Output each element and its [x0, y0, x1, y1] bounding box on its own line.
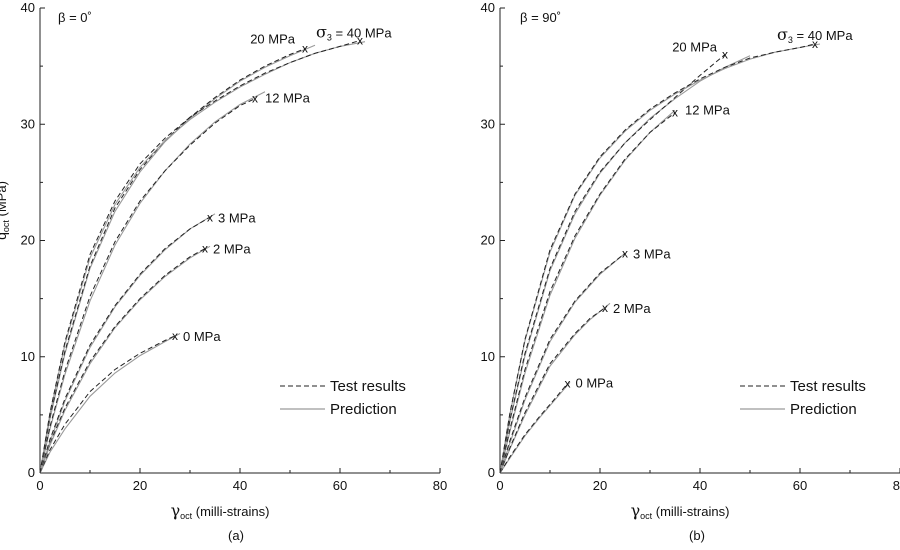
y-axis-label: qoct (MPa): [0, 181, 11, 240]
y-tick-label: 20: [481, 233, 495, 248]
series-label: 12 MPa: [265, 91, 311, 106]
series-label: σ3 = 40 MPa: [316, 23, 392, 43]
series-group: x 3 MPa: [39, 210, 256, 474]
y-tick-label: 0: [28, 465, 35, 480]
x-tick-label: 40: [233, 478, 247, 493]
series-group: x 12 MPa: [499, 103, 731, 474]
prediction-line: [499, 55, 751, 474]
legend-pred-label: Prediction: [330, 401, 397, 418]
test-results-line: [39, 335, 176, 474]
test-results-line: [499, 383, 568, 474]
test-results-line: [499, 112, 676, 474]
series-group: x 12 MPa: [39, 91, 311, 474]
prediction-line: [39, 91, 266, 474]
test-results-line: [499, 307, 606, 474]
failure-marker: x: [252, 92, 258, 106]
series-label: 20 MPa: [250, 32, 296, 47]
prediction-line: [39, 245, 211, 474]
series-label: 2 MPa: [613, 301, 651, 316]
prediction-line: [499, 252, 626, 474]
panel-title: β = 90˚: [520, 10, 561, 25]
series-group: x 20 MPa: [499, 40, 751, 474]
y-tick-label: 30: [21, 116, 35, 131]
x-tick-label: 20: [593, 478, 607, 493]
series-label: 0 MPa: [576, 375, 614, 390]
x-tick-label: 80: [433, 478, 447, 493]
legend-test-label: Test results: [330, 378, 406, 395]
x-tick-label: 80: [893, 478, 900, 493]
x-tick-label: 60: [793, 478, 807, 493]
series-label: 20 MPa: [672, 40, 718, 55]
test-results-line: [499, 252, 626, 474]
failure-marker: x: [357, 34, 363, 48]
test-results-line: [39, 98, 256, 474]
prediction-line: [39, 41, 366, 474]
series-label: 12 MPa: [685, 103, 731, 118]
y-tick-label: 40: [481, 0, 495, 15]
y-tick-label: 0: [488, 465, 495, 480]
failure-marker: x: [172, 329, 178, 343]
x-tick-label: 40: [693, 478, 707, 493]
series-label: 2 MPa: [213, 242, 251, 257]
series-group: xσ3 = 40 MPa: [39, 23, 392, 474]
y-tick-label: 30: [481, 116, 495, 131]
legend-pred-label: Prediction: [790, 401, 857, 418]
test-results-line: [499, 54, 726, 474]
series-label: 3 MPa: [633, 246, 671, 261]
test-results-line: [39, 40, 361, 474]
y-tick-label: 40: [21, 0, 35, 15]
failure-marker: x: [672, 106, 678, 120]
legend-test-label: Test results: [790, 378, 866, 395]
failure-marker: x: [565, 376, 571, 390]
y-tick-label: 10: [21, 349, 35, 364]
panel-label: (b): [689, 528, 705, 543]
series-group: x 3 MPa: [499, 246, 671, 474]
x-tick-label: 20: [133, 478, 147, 493]
series-label: 0 MPa: [183, 329, 221, 344]
x-axis-label: γoct (milli-strains): [171, 501, 270, 521]
panel-title: β = 0˚: [58, 10, 92, 25]
failure-marker: x: [622, 246, 628, 260]
prediction-line: [39, 44, 316, 474]
series-group: x 2 MPa: [499, 301, 651, 474]
failure-marker: x: [302, 42, 308, 56]
series-label: 3 MPa: [218, 210, 256, 225]
failure-marker: x: [207, 210, 213, 224]
prediction-line: [499, 109, 676, 474]
series-group: x 0 MPa: [39, 329, 221, 474]
x-tick-label: 60: [333, 478, 347, 493]
test-results-line: [39, 216, 211, 474]
x-tick-label: 0: [496, 478, 503, 493]
panel-a: β = 0˚ (a) 0 20 40 60 80 0 10 20 30 40 γoct (milli…: [0, 0, 447, 543]
series-label: σ3 = 40 MPa: [777, 25, 853, 45]
failure-marker: x: [812, 37, 818, 51]
series-group: xσ3 = 40 MPa: [499, 25, 853, 474]
prediction-line: [499, 381, 571, 474]
prediction-line: [39, 333, 181, 474]
series-group: x 2 MPa: [39, 242, 251, 474]
failure-marker: x: [722, 48, 728, 62]
series-group: x 0 MPa: [499, 375, 614, 474]
failure-marker: x: [602, 301, 608, 315]
panel-b: β = 90˚ (b) 0 20 40 60 80 0 10 20 30 40 γoct (mill…: [481, 0, 900, 543]
test-results-line: [499, 43, 816, 474]
y-tick-label: 20: [21, 233, 35, 248]
x-axis-label: γoct (milli-strains): [631, 501, 730, 521]
x-tick-label: 0: [36, 478, 43, 493]
test-results-line: [39, 248, 206, 474]
prediction-line: [499, 43, 821, 474]
y-tick-label: 10: [481, 349, 495, 364]
failure-marker: x: [202, 242, 208, 256]
panel-label: (a): [228, 528, 244, 543]
